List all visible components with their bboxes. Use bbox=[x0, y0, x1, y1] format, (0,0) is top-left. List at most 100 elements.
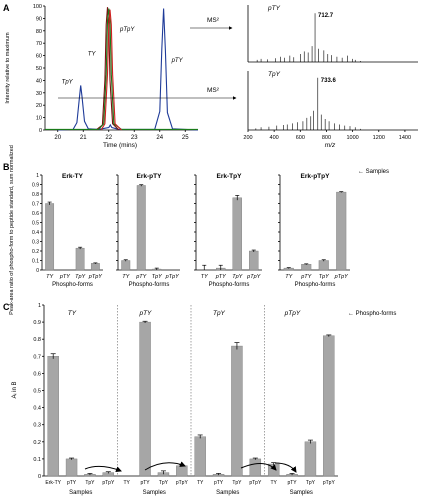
y-tick-label: 0.2 bbox=[32, 249, 39, 255]
y-tick-label: 30 bbox=[36, 91, 42, 97]
category-label: TY bbox=[197, 480, 204, 486]
bar bbox=[121, 260, 131, 271]
category-label: TpY bbox=[75, 274, 85, 280]
group-x-label: Samples bbox=[290, 490, 313, 496]
x-axis-label: Time (mins) bbox=[103, 142, 137, 149]
chromatogram-plot: 0 10 20 30 40 50 60 70 80 90 100 20 21 22 23 24 25 TpY T… bbox=[5, 4, 237, 149]
category-label: pTY bbox=[59, 274, 70, 280]
group-x-label: Samples bbox=[69, 490, 92, 496]
y-tick-label: 50 bbox=[36, 66, 42, 72]
mz-tick-label: 1000 bbox=[346, 135, 358, 141]
trace-ty bbox=[95, 7, 120, 131]
bar bbox=[301, 264, 312, 271]
category-label: TpY bbox=[152, 274, 162, 280]
y-tick-label: 0.4 bbox=[32, 230, 39, 236]
bar bbox=[232, 197, 242, 271]
bar bbox=[304, 441, 317, 477]
x-tick-label: 24 bbox=[156, 135, 163, 141]
subplot-erk-ptpy: Erk-pTpY TY pTY TpY pTpY Phospho-forms bbox=[278, 173, 350, 288]
category-label: pTpY bbox=[102, 480, 115, 486]
mz-tick-label: 800 bbox=[322, 135, 331, 141]
spectrum-tpY: TpY 733.6 bbox=[247, 71, 418, 131]
category-label: pTY bbox=[214, 480, 224, 486]
category-label: pTY bbox=[135, 274, 146, 280]
category-label: pTpY bbox=[249, 480, 262, 486]
category-label: TY bbox=[123, 480, 130, 486]
mz-tick-label: 200 bbox=[243, 135, 252, 141]
category-label: pTpY bbox=[88, 274, 102, 280]
mz-tick-label: 1200 bbox=[373, 135, 385, 141]
x-tick-label: 25 bbox=[182, 135, 189, 141]
spectrum-title: TpY bbox=[268, 71, 281, 78]
y-tick-label: 0 bbox=[38, 474, 41, 480]
y-tick-label: 0.7 bbox=[32, 202, 39, 208]
bar bbox=[231, 345, 243, 477]
subplot-erk-tpy: Erk-TpY TY pTY TpY pTpY Phospho-forms bbox=[194, 173, 262, 288]
bar bbox=[45, 203, 55, 271]
category-label: pTpY bbox=[165, 274, 179, 280]
category-label: pTpY bbox=[323, 480, 336, 486]
category-label: pTpY bbox=[246, 274, 260, 280]
samples-annotation: ← Samples bbox=[358, 169, 389, 175]
x-tick-label: 20 bbox=[54, 135, 61, 141]
group-title: TpY bbox=[213, 310, 226, 317]
trace-ptpy bbox=[100, 9, 122, 131]
y-tick-label: 40 bbox=[36, 78, 42, 84]
ms2-label-bottom: MS² bbox=[207, 87, 220, 94]
category-label: TpY bbox=[319, 274, 329, 280]
peak-label: TpY bbox=[62, 79, 74, 85]
y-tick-label: 0.8 bbox=[32, 192, 39, 198]
group-ptpy: pTpY TY pTY TpY pTpY Samples bbox=[264, 305, 336, 496]
bar bbox=[90, 263, 100, 271]
mz-tick-label: 400 bbox=[270, 135, 279, 141]
category-label: pTpY bbox=[176, 480, 189, 486]
category-label: TpY bbox=[306, 480, 316, 486]
spectrum-peak-label: 733.6 bbox=[321, 78, 337, 84]
subplot-title: Erk-pTpY bbox=[301, 173, 331, 180]
y-tick-label: 0.2 bbox=[33, 440, 41, 446]
y-tick-label: 10 bbox=[36, 116, 42, 122]
mz-axis-label: m/z bbox=[325, 142, 336, 149]
mz-tick-label: 600 bbox=[296, 135, 305, 141]
spectrum-title: pTY bbox=[267, 5, 281, 12]
spectrum-ptY: pTY 712.7 bbox=[247, 5, 418, 63]
y-tick-label: 0.5 bbox=[32, 221, 39, 227]
group-title: pTY bbox=[138, 310, 152, 317]
category-label: TpY bbox=[159, 480, 169, 486]
y-axis-label: Intensity relative to maximum bbox=[5, 32, 11, 104]
category-label: TpY bbox=[232, 274, 242, 280]
arrow-group-ty bbox=[84, 465, 122, 473]
panel-c: Aᵢ in B 0 0.1 0.2 0.3 0.4 0.5 0.6 0.7 0.8 0.9 1 TY… bbox=[12, 303, 396, 496]
x-tick-label: 23 bbox=[131, 135, 138, 141]
y-tick-label: 100 bbox=[33, 4, 42, 10]
y-tick-label: 0.8 bbox=[33, 337, 41, 343]
bar bbox=[318, 260, 329, 271]
subplot-x-label: Phospho-forms bbox=[209, 282, 250, 288]
bar bbox=[194, 436, 206, 477]
subplot-title: Erk-TY bbox=[62, 173, 84, 180]
ms2-label-top: MS² bbox=[207, 17, 220, 24]
category-label: TY bbox=[201, 274, 208, 280]
bar bbox=[47, 356, 59, 477]
group-x-label: Samples bbox=[143, 490, 166, 496]
group-title: pTpY bbox=[284, 310, 301, 317]
y-tick-label: 0.1 bbox=[32, 259, 39, 265]
group-tpy: TpY TY pTY TpY pTpY Samples bbox=[190, 305, 262, 496]
arrow-group-pty bbox=[144, 461, 186, 471]
bar bbox=[336, 191, 347, 271]
subplot-title: Erk-pTY bbox=[137, 173, 163, 180]
x-tick-label: 22 bbox=[105, 135, 112, 141]
phospho-forms-annotation: ← Phospho-forms bbox=[348, 311, 396, 317]
category-label: TY bbox=[270, 480, 277, 486]
category-label: TY bbox=[46, 274, 53, 280]
peak-label: pTY bbox=[171, 58, 184, 64]
panel-b-y-label: Peak-area ratio of phospho-form to pepti… bbox=[9, 145, 15, 315]
subplot-title: Erk-TpY bbox=[217, 173, 243, 180]
y-tick-label: 1 bbox=[38, 303, 41, 309]
category-label: TY bbox=[285, 274, 292, 280]
subplot-x-label: Phospho-forms bbox=[295, 282, 336, 288]
spectrum-peak-label: 712.7 bbox=[318, 13, 334, 19]
x-tick-label: 21 bbox=[80, 135, 87, 141]
y-tick-label: 60 bbox=[36, 54, 42, 60]
